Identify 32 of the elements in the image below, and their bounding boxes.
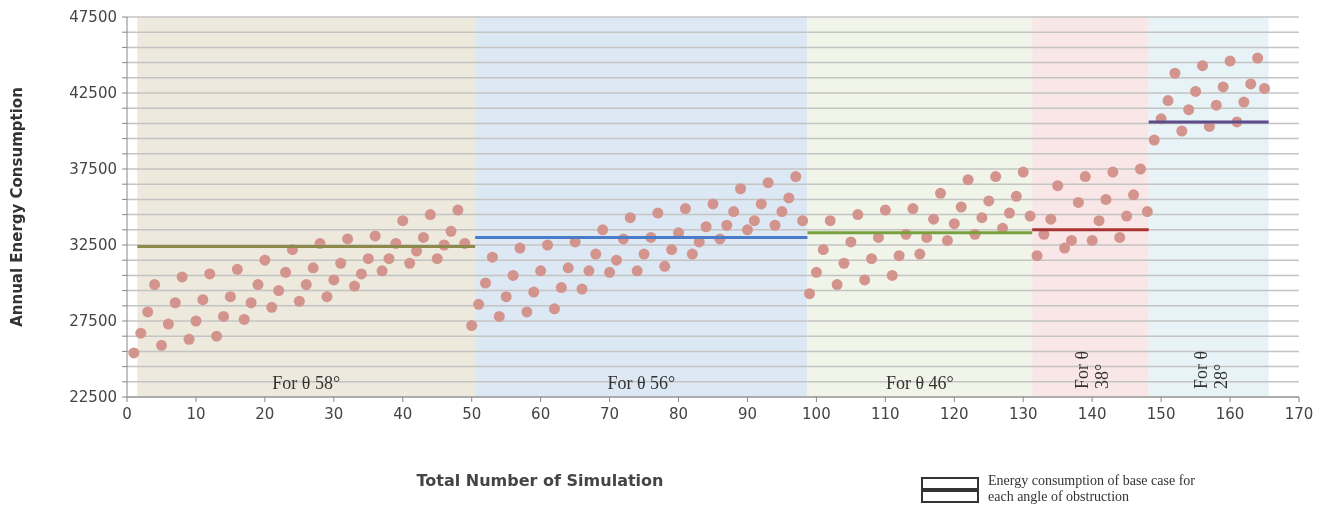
x-tick-label: 10 — [186, 405, 206, 423]
x-tick-label: 90 — [737, 405, 758, 423]
y-tick-label: 32500 — [69, 236, 117, 255]
x-tick-label: 30 — [324, 405, 344, 423]
text: Energy consumption of base case for each angle of obstruction — [988, 473, 1196, 504]
x-tick-label: 70 — [600, 405, 620, 423]
x-tick-label: 100 — [802, 405, 831, 423]
y-tick-label: 27500 — [69, 312, 117, 331]
x-tick-label: 50 — [462, 405, 482, 423]
band-label: For θ 56° — [607, 373, 676, 393]
band-label: For θ 46° — [885, 373, 954, 393]
y-tick-label: 37500 — [69, 160, 117, 179]
band-label: For θ 58° — [272, 373, 341, 393]
band-label: For θ 28° — [1190, 350, 1231, 389]
y-tick-label: 42500 — [69, 84, 117, 103]
x-tick-label: 60 — [531, 405, 551, 423]
x-tick-label: 20 — [255, 405, 275, 423]
y-tick-label: 47500 — [69, 8, 117, 27]
x-tick-label: 110 — [871, 405, 900, 423]
x-axis-title: Total Number of Simulation — [416, 471, 664, 490]
x-tick-label: 150 — [1146, 405, 1176, 423]
x-tick-label: 130 — [1008, 405, 1038, 423]
band-label: For θ 38° — [1072, 350, 1113, 389]
x-tick-label: 120 — [939, 405, 969, 423]
x-tick-label: 170 — [1284, 405, 1314, 423]
x-tick-label: 80 — [668, 405, 689, 423]
y-tick-label: 22500 — [69, 388, 117, 407]
x-tick-label: 140 — [1077, 405, 1107, 423]
x-tick-label: 0 — [122, 405, 132, 423]
x-tick-label: 40 — [393, 405, 413, 423]
x-tick-label: 160 — [1215, 405, 1245, 423]
y-axis-title: Annual Energy Consumption — [8, 87, 26, 327]
